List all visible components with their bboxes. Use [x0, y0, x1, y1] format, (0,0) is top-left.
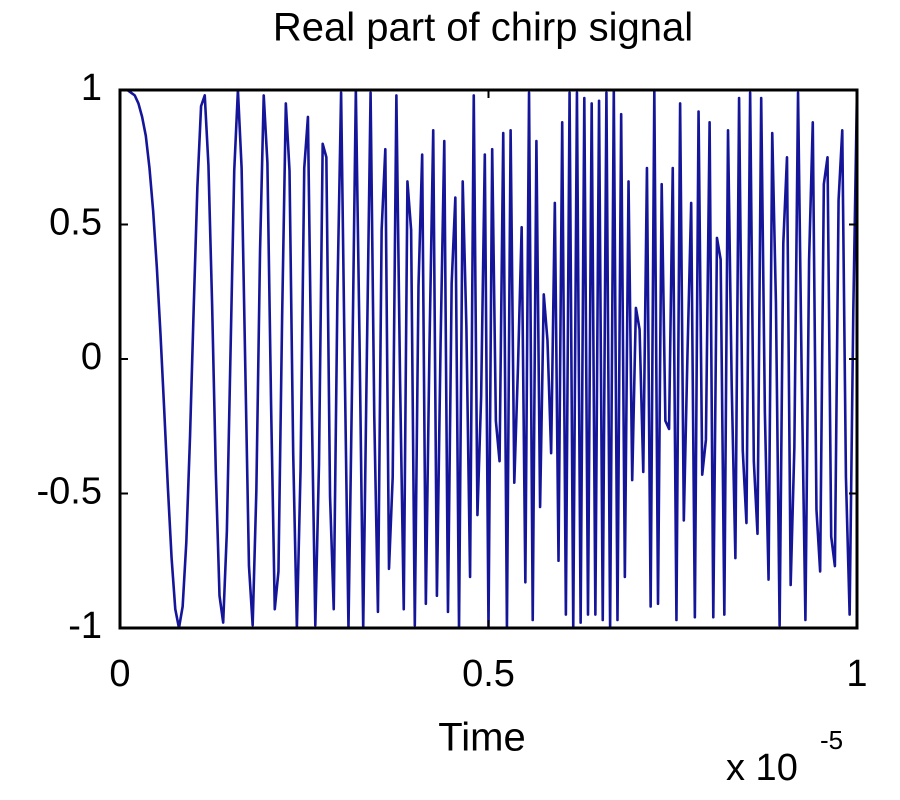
y-tick-label: 0: [81, 336, 102, 378]
chart-title: Real part of chirp signal: [273, 6, 693, 50]
x-multiplier: x 10: [726, 747, 798, 789]
x-multiplier-exponent: -5: [820, 725, 843, 755]
y-tick-label: -1: [68, 605, 102, 647]
signal-line: [120, 88, 859, 630]
x-tick-label: 0.5: [462, 653, 515, 695]
x-axis-label: Time: [438, 716, 525, 760]
y-tick-label: 1: [81, 67, 102, 109]
y-tick-label: -0.5: [37, 471, 102, 513]
x-tick-label: 0: [109, 653, 130, 695]
x-tick-label: 1: [846, 653, 867, 695]
y-tick-label: 0.5: [49, 202, 102, 244]
